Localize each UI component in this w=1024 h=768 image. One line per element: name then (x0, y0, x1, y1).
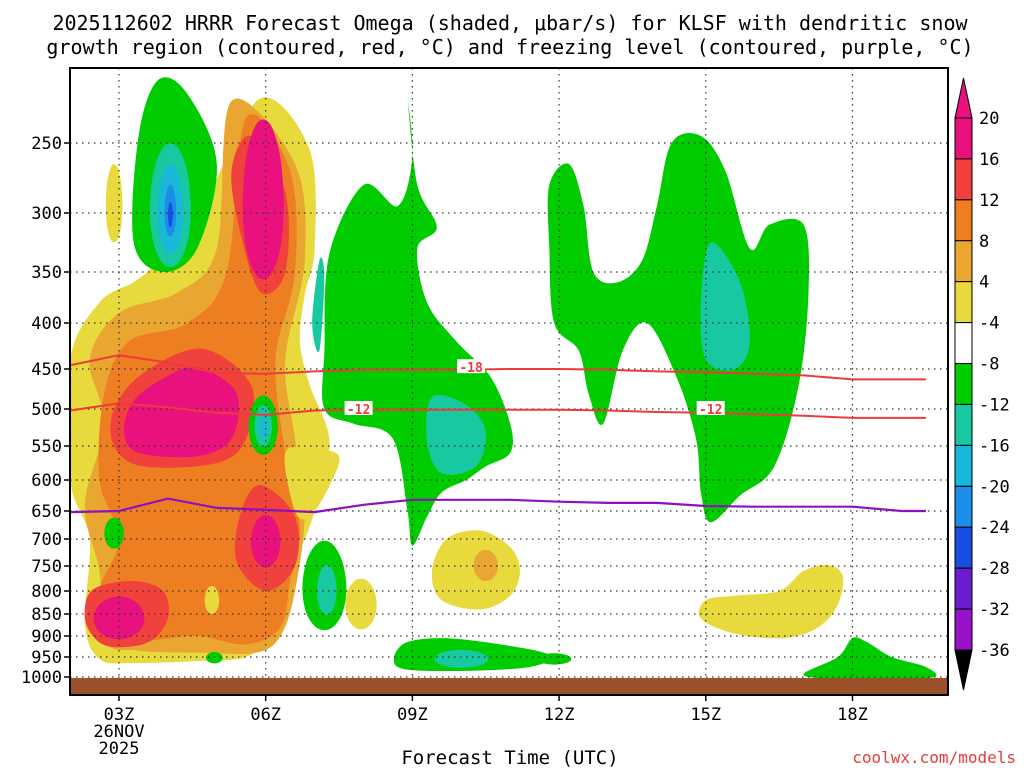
colorbar-label-1: 16 (979, 150, 999, 170)
contour-label-bg-2 (696, 401, 725, 415)
omega-region-neg8-e (317, 565, 337, 615)
plot-area: -18 -12 -12 (70, 68, 948, 695)
chart-title-line1: 2025112602 HRRR Forecast Omega (shaded, … (52, 11, 968, 35)
colorbar-bottom-arrow (954, 649, 973, 691)
omega-region-pos20-b (123, 366, 240, 458)
colorbar-segment-4 (954, 281, 973, 324)
chart-title-line2: growth region (contoured, red, °C) and f… (46, 35, 973, 59)
omega-region-neg4-i (547, 133, 810, 523)
colorbar-label-12: -32 (979, 600, 1010, 620)
omega-region-pos20-a (242, 119, 284, 280)
colorbar-label-13: -36 (979, 641, 1010, 661)
colorbar-top-arrow (954, 77, 973, 119)
omega-region-pos4-c (284, 446, 340, 520)
omega-region-neg8-h (434, 649, 489, 668)
colorbar: 20 16 12 8 4 -4 -8 -12 -16 -20 -24 -28 -32 -36 (954, 77, 1010, 691)
colorbar-label-4: 4 (979, 273, 989, 293)
colorbar-label-10: -24 (979, 518, 1010, 538)
y-tick-label-550: 550 (31, 437, 62, 457)
contour-label-2: -12 (699, 403, 722, 418)
colorbar-segment-9 (954, 485, 973, 528)
colorbar-segment-11 (954, 567, 973, 610)
x-tick-label-12Z: 12Z (544, 705, 575, 725)
y-tick-label-900: 900 (31, 627, 62, 647)
y-tick-label-850: 850 (31, 605, 62, 625)
dgz-minus12-contour (70, 402, 926, 419)
colorbar-segment-7 (954, 403, 973, 446)
colorbar-segment-1 (954, 158, 973, 201)
omega-region-neg4-c (104, 517, 124, 549)
omega-region-pos20-c (251, 515, 281, 568)
colorbar-segment-12 (954, 608, 973, 651)
colorbar-segment-0 (954, 117, 973, 160)
omega-region-neg20-a (167, 202, 173, 227)
x-tick-label-18Z: 18Z (837, 705, 868, 725)
y-tick-label-600: 600 (31, 471, 62, 491)
contour-label-bg-1 (344, 401, 373, 415)
x-tick-label-03Z: 03Z (104, 705, 135, 725)
y-tick-label-300: 300 (31, 204, 62, 224)
colorbar-label-6: -8 (979, 355, 999, 375)
freezing-level-contour (70, 497, 926, 514)
omega-region-pos4-a (105, 164, 123, 243)
omega-region-neg8-g (312, 257, 325, 353)
y-tick-label-700: 700 (31, 530, 62, 550)
y-axis: 2503003504004505005506006507007508008509… (21, 134, 70, 688)
omega-region-neg4-d (206, 651, 223, 664)
y-tick-label-500: 500 (31, 400, 62, 420)
omega-region-pos4-h (698, 564, 844, 639)
ground-surface (70, 678, 948, 695)
y-tick-label-800: 800 (31, 582, 62, 602)
x-date-label: 26NOV (93, 722, 144, 742)
dgz-minus18-contour (70, 354, 926, 381)
y-tick-label-750: 750 (31, 557, 62, 577)
colorbar-segment-5 (954, 322, 973, 365)
y-tick-label-350: 350 (31, 263, 62, 283)
y-tick-label-250: 250 (31, 134, 62, 154)
colorbar-label-0: 20 (979, 109, 999, 129)
omega-region-pos8-g (473, 549, 498, 581)
credit-link[interactable]: coolwx.com/models (852, 748, 1016, 767)
x-tick-label-15Z: 15Z (690, 705, 721, 725)
x-year-label: 2025 (99, 739, 140, 759)
y-tick-label-950: 950 (31, 648, 62, 668)
dgz-contours: -18 -12 -12 (70, 354, 926, 514)
omega-region-neg4-h (537, 653, 572, 665)
omega-region-neg4-j (803, 637, 937, 680)
y-tick-label-450: 450 (31, 360, 62, 380)
x-tick-label-09Z: 09Z (397, 705, 428, 725)
colorbar-label-8: -16 (979, 436, 1010, 456)
colorbar-label-7: -12 (979, 395, 1010, 415)
colorbar-label-3: 8 (979, 232, 989, 252)
colorbar-segment-8 (954, 444, 973, 487)
contour-label-0: -18 (459, 361, 483, 376)
colorbar-segment-10 (954, 526, 973, 569)
y-tick-label-650: 650 (31, 502, 62, 522)
plot-frame (69, 67, 949, 696)
colorbar-label-5: -4 (979, 314, 999, 334)
omega-region-pos20-d (93, 596, 145, 640)
contour-label-1: -12 (347, 403, 370, 418)
omega-region-neg8-f (426, 394, 487, 475)
colorbar-label-11: -28 (979, 559, 1010, 579)
y-tick-label-1000: 1000 (21, 668, 62, 688)
x-tick-label-06Z: 06Z (250, 705, 281, 725)
colorbar-segment-2 (954, 199, 973, 242)
colorbar-label-9: -20 (979, 477, 1010, 497)
y-tick-label-400: 400 (31, 314, 62, 334)
colorbar-segment-3 (954, 240, 973, 283)
omega-region-pos4-f (204, 586, 220, 614)
omega-region-neg8-i (700, 242, 750, 371)
x-axis-label: Forecast Time (UTC) (401, 747, 618, 768)
colorbar-segment-6 (954, 363, 973, 405)
colorbar-label-2: 12 (979, 191, 999, 211)
contour-label-bg-0 (457, 359, 486, 374)
